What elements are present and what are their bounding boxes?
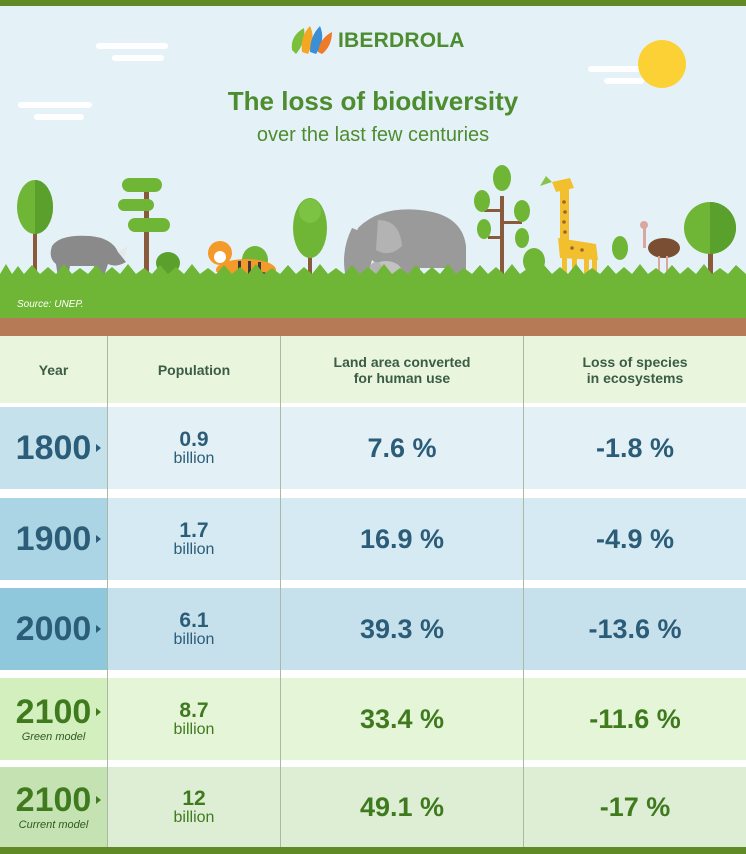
top-border xyxy=(0,0,746,6)
brand-name: IBERDROLA xyxy=(338,29,465,52)
population-unit: billion xyxy=(173,808,215,826)
tree-icon xyxy=(17,180,53,274)
year-value: 2100 xyxy=(16,783,102,817)
population-value: 6.1 xyxy=(179,608,209,632)
savanna-illustration xyxy=(0,40,746,318)
tree-icon xyxy=(118,178,170,274)
table-row: 1800 xyxy=(0,407,107,489)
population-value: 12 xyxy=(182,786,206,810)
land-value: 33.4 % xyxy=(359,703,445,734)
year-value: 1900 xyxy=(16,522,102,556)
soil-band xyxy=(0,318,746,336)
species-cell: -11.6 % xyxy=(524,678,746,760)
table-row: 2100 Green model xyxy=(0,678,107,760)
cloud-icon xyxy=(18,43,646,120)
rhino-icon xyxy=(50,235,128,278)
table-row: 2100 Current model xyxy=(0,767,107,847)
population-unit: billion xyxy=(173,630,215,648)
model-label: Current model xyxy=(18,819,89,831)
land-value: 16.9 % xyxy=(359,523,445,554)
population-unit: billion xyxy=(173,720,215,738)
bottom-border xyxy=(0,847,746,854)
species-value: -11.6 % xyxy=(589,703,681,734)
tree-icon xyxy=(474,165,530,274)
population-cell: 0.9 billion xyxy=(108,407,280,489)
page-title: The loss of biodiversity xyxy=(227,86,519,116)
chevron-right-icon xyxy=(96,708,102,716)
table-row: 2000 xyxy=(0,588,107,670)
population-value: 0.9 xyxy=(179,427,209,451)
year-value: 1800 xyxy=(16,431,102,465)
chevron-right-icon xyxy=(96,444,102,452)
land-cell: 49.1 % xyxy=(281,767,523,847)
column-divider xyxy=(107,336,108,847)
land-value: 49.1 % xyxy=(359,791,445,822)
population-value: 1.7 xyxy=(179,518,209,542)
source-note: Source: UNEP. xyxy=(17,299,84,310)
population-value: 8.7 xyxy=(179,698,209,722)
land-cell: 33.4 % xyxy=(281,678,523,760)
land-cell: 7.6 % xyxy=(281,407,523,489)
sun-icon xyxy=(638,40,686,88)
iberdrola-logo: IBERDROLA xyxy=(288,20,478,60)
land-cell: 16.9 % xyxy=(281,498,523,580)
species-cell: -13.6 % xyxy=(524,588,746,670)
species-cell: -17 % xyxy=(524,767,746,847)
giraffe-icon xyxy=(540,176,598,282)
chevron-right-icon xyxy=(96,625,102,633)
bush-icon xyxy=(523,236,628,274)
species-cell: -4.9 % xyxy=(524,498,746,580)
chevron-right-icon xyxy=(96,796,102,804)
population-cell: 8.7 billion xyxy=(108,678,280,760)
column-header-year: Year xyxy=(0,336,107,403)
population-cell: 12 billion xyxy=(108,767,280,847)
population-cell: 1.7 billion xyxy=(108,498,280,580)
year-value: 2000 xyxy=(16,612,102,646)
column-header-species: Loss of species in ecosystems xyxy=(524,336,746,403)
table-row: 1900 xyxy=(0,498,107,580)
page-subtitle: over the last few centuries xyxy=(256,124,490,146)
ostrich-icon xyxy=(640,221,680,280)
brand-drops-icon xyxy=(291,26,332,54)
species-value: -4.9 % xyxy=(595,523,675,554)
species-cell: -1.8 % xyxy=(524,407,746,489)
column-header-population: Population xyxy=(108,336,280,403)
land-value: 39.3 % xyxy=(359,613,445,644)
population-unit: billion xyxy=(173,449,215,467)
column-header-land: Land area converted for human use xyxy=(281,336,523,403)
population-cell: 6.1 billion xyxy=(108,588,280,670)
species-value: -13.6 % xyxy=(588,613,682,644)
land-cell: 39.3 % xyxy=(281,588,523,670)
year-value: 2100 xyxy=(16,695,102,729)
grass-ground xyxy=(0,264,746,318)
column-divider xyxy=(280,336,281,847)
column-divider xyxy=(523,336,524,847)
tree-icon xyxy=(684,202,736,274)
land-value: 7.6 % xyxy=(367,432,437,463)
tree-icon xyxy=(293,198,327,274)
species-value: -1.8 % xyxy=(595,432,675,463)
population-unit: billion xyxy=(173,540,215,558)
chevron-right-icon xyxy=(96,535,102,543)
model-label: Green model xyxy=(21,731,86,743)
illustration-banner: IBERDROLA The loss of biodiversity over … xyxy=(0,6,746,318)
species-value: -17 % xyxy=(599,791,671,822)
